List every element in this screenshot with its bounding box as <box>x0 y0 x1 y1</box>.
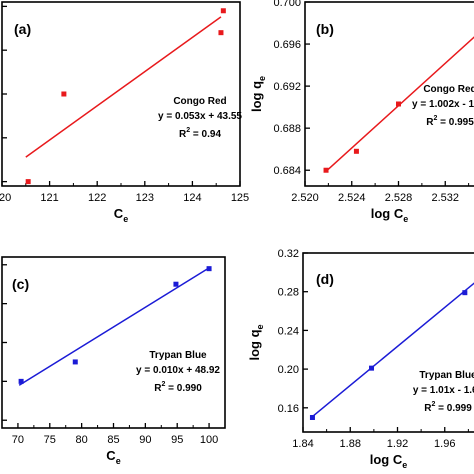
x-tick-label: 120 <box>0 192 11 204</box>
y-tick-label: 0.28 <box>278 287 299 299</box>
panel-label: (c) <box>12 276 29 292</box>
chart-panel-3: 70758085909510050.049.949.849.749.6(c)Tr… <box>1 256 226 466</box>
panel-label: (b) <box>316 21 334 37</box>
x-tick-label: 1.88 <box>340 438 361 450</box>
data-point <box>61 91 67 97</box>
fit-equation: y = 0.010x + 48.92 <box>136 365 220 376</box>
series-name: Congo Red <box>173 96 226 107</box>
data-point <box>309 414 315 420</box>
r-squared: R2 = 0.995 <box>426 115 474 128</box>
x-tick-label: 2.524 <box>338 192 366 204</box>
y-tick-label: 0.692 <box>273 81 301 93</box>
data-point <box>220 8 226 14</box>
y-tick-label: 0.20 <box>278 364 299 376</box>
chart-panel-1: 12012112212312412550.0550.0049.9549.9049… <box>0 1 249 224</box>
r-squared: R2 = 0.999 <box>424 401 472 414</box>
data-point <box>18 378 24 384</box>
x-tick-label: 90 <box>139 434 151 446</box>
panel-label: (a) <box>14 21 31 37</box>
y-tick-label: 0.24 <box>278 325 299 337</box>
x-tick-label: 95 <box>171 434 183 446</box>
r-squared: R2 = 0.990 <box>154 381 202 394</box>
data-point <box>323 167 329 173</box>
fit-line <box>311 282 474 418</box>
x-tick-label: 2.520 <box>291 192 319 204</box>
x-axis-label: log Ce <box>371 206 409 224</box>
data-point <box>173 281 179 287</box>
data-point <box>25 179 31 185</box>
x-tick-label: 75 <box>44 434 56 446</box>
x-tick-label: 100 <box>200 434 218 446</box>
x-tick-label: 125 <box>231 192 249 204</box>
fit-line <box>325 36 474 172</box>
r-squared: R2 = 0.94 <box>179 127 221 140</box>
x-axis-label: Ce <box>106 448 120 466</box>
fit-equation: y = 1.002x - 1.84 <box>412 99 474 110</box>
data-point <box>353 148 359 154</box>
data-point <box>206 266 212 272</box>
data-point <box>218 30 224 36</box>
fit-equation: y = 0.053x + 43.55 <box>158 111 242 122</box>
x-tick-label: 85 <box>107 434 119 446</box>
fit-equation: y = 1.01x - 1.62 <box>413 385 474 396</box>
x-tick-label: 2.528 <box>385 192 413 204</box>
x-tick-label: 121 <box>40 192 58 204</box>
fit-line <box>25 16 222 158</box>
x-tick-label: 1.84 <box>292 438 313 450</box>
x-axis-label: Ce <box>114 206 128 224</box>
x-tick-label: 70 <box>12 434 24 446</box>
y-tick-label: 0.32 <box>278 248 299 260</box>
x-tick-label: 1.96 <box>434 438 455 450</box>
fit-line <box>18 267 210 386</box>
y-tick-label: 0.16 <box>278 403 299 415</box>
x-tick-label: 122 <box>88 192 106 204</box>
y-axis-label: log qe <box>249 76 267 112</box>
data-point <box>396 101 401 107</box>
y-tick-label: 0.688 <box>273 123 301 135</box>
x-tick-label: 80 <box>76 434 88 446</box>
series-name: Trypan Blue <box>149 350 207 361</box>
x-tick-label: 2.532 <box>431 192 459 204</box>
x-axis-label: log Ce <box>370 452 408 470</box>
series-name: Trypan Blue <box>419 370 474 381</box>
data-point <box>369 365 375 371</box>
chart-panel-4: 1.841.881.921.962.000.320.280.240.200.16… <box>247 248 474 470</box>
x-tick-label: 124 <box>183 192 201 204</box>
chart-panel-2: 2.5202.5242.5282.5322.5360.7000.6960.692… <box>249 0 474 224</box>
y-tick-label: 0.700 <box>273 0 301 9</box>
x-tick-label: 123 <box>136 192 154 204</box>
series-name: Congo Red <box>423 84 474 95</box>
plot-frame <box>1 256 226 429</box>
x-tick-label: 1.92 <box>387 438 408 450</box>
data-point <box>462 290 468 296</box>
y-tick-label: 0.696 <box>273 39 301 51</box>
y-tick-label: 0.684 <box>273 165 301 177</box>
data-point <box>72 359 78 365</box>
y-axis-label: log qe <box>247 324 265 360</box>
panel-label: (d) <box>316 271 334 287</box>
